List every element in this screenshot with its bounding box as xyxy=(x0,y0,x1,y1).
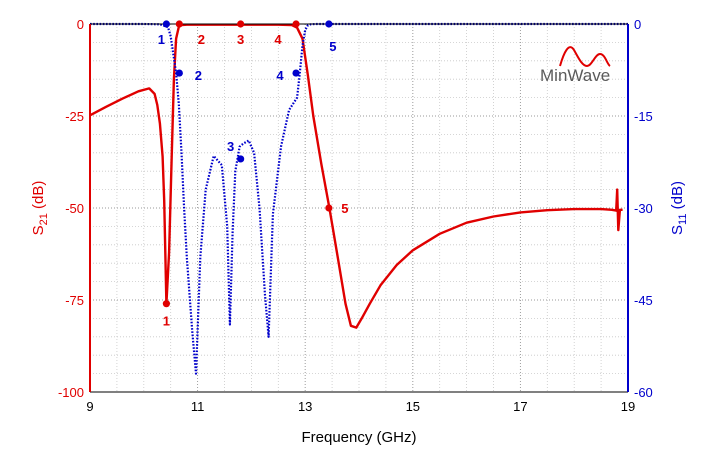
y-right-tick-label: 0 xyxy=(634,17,641,32)
y-axis-title-right: S11 (dB) xyxy=(669,181,689,235)
y-right-title-main: S xyxy=(669,225,686,235)
logo-text: MinWave xyxy=(540,66,610,85)
s21-marker-label: 4 xyxy=(274,32,282,47)
y-right-title-sub: 11 xyxy=(677,214,689,225)
y-left-title-main: S xyxy=(30,225,47,235)
s21-marker-label: 3 xyxy=(237,32,244,47)
y-left-tick-label: -75 xyxy=(65,293,84,308)
s21-marker-point xyxy=(237,20,245,28)
y-left-tick-label: -50 xyxy=(65,201,84,216)
s11-marker-label: 3 xyxy=(227,139,234,154)
s21-marker-label: 5 xyxy=(341,201,348,216)
s11-marker-label: 2 xyxy=(195,68,202,83)
s11-marker-point xyxy=(237,155,245,163)
y-right-tick-label: -30 xyxy=(634,201,653,216)
markers-layer: 1 2 3 4 5 1 2 3 4 5 xyxy=(158,20,348,329)
minwave-logo: MinWave xyxy=(540,46,611,85)
y-left-tick-label: -25 xyxy=(65,109,84,124)
logo-wave-icon xyxy=(559,46,611,68)
y-left-title-sub: 21 xyxy=(38,213,50,225)
s11-marker-point xyxy=(175,69,183,77)
x-tick-label: 13 xyxy=(298,399,312,414)
y-axis-title-left: S21 (dB) xyxy=(30,181,50,236)
x-tick-label: 15 xyxy=(406,399,420,414)
y-left-title-unit: (dB) xyxy=(30,181,47,214)
s21-marker-label: 1 xyxy=(163,314,170,329)
x-tick-label: 19 xyxy=(621,399,635,414)
s11-marker-point xyxy=(162,20,170,28)
s11-marker-label: 5 xyxy=(329,39,336,54)
s21-marker-label: 2 xyxy=(198,32,205,47)
y-right-tick-label: -60 xyxy=(634,385,653,400)
y-left-tick-label: 0 xyxy=(77,17,84,32)
s11-marker-label: 1 xyxy=(158,32,165,47)
s11-marker-label: 4 xyxy=(276,68,284,83)
y-left-tick-label: -100 xyxy=(58,385,84,400)
y-right-title-unit: (dB) xyxy=(669,181,686,214)
s11-marker-point xyxy=(325,20,333,28)
x-tick-label: 9 xyxy=(86,399,93,414)
s21-marker-point xyxy=(162,300,170,308)
y-right-tick-label: -45 xyxy=(634,293,653,308)
s21-marker-point xyxy=(175,20,183,28)
x-tick-label: 17 xyxy=(513,399,527,414)
y-right-tick-label: -15 xyxy=(634,109,653,124)
x-axis-title: Frequency (GHz) xyxy=(301,429,416,446)
s21-marker-point xyxy=(325,204,333,212)
x-tick-label: 11 xyxy=(191,399,205,414)
s21-marker-point xyxy=(292,20,300,28)
s11-marker-point xyxy=(292,69,300,77)
s21-series-line xyxy=(89,23,623,329)
